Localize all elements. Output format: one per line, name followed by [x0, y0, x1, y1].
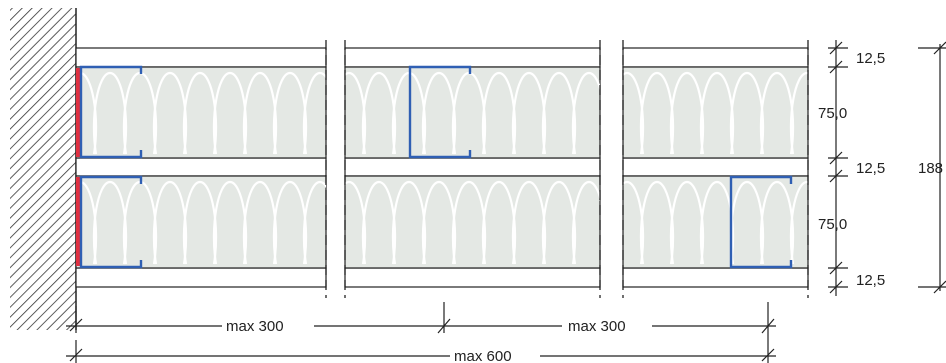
gypsum-board — [622, 47, 809, 68]
gypsum-board — [622, 267, 809, 288]
insulation-loop — [302, 71, 326, 155]
insulation-pattern — [76, 71, 808, 265]
wall-layers — [75, 47, 809, 288]
insulation-core — [344, 66, 601, 159]
insulation-loop — [212, 71, 248, 155]
dim-span-right: max 300 — [568, 318, 626, 335]
dim-board-middle: 12,5 — [856, 160, 885, 177]
insulation-loop — [699, 71, 735, 155]
insulation-loop — [182, 71, 218, 155]
insulation-loop — [669, 180, 705, 265]
insulation-waves — [345, 71, 600, 155]
insulation-loop — [481, 71, 517, 155]
insulation-loop — [541, 71, 577, 155]
insulation-loop — [759, 180, 795, 265]
stud-profile-middle-top — [408, 65, 472, 159]
insulation-loop — [511, 180, 547, 265]
insulation-core — [344, 175, 601, 269]
insulation-loop — [242, 71, 278, 155]
insulation-loop — [92, 71, 128, 155]
dim-stud-bottom: 75,0 — [818, 216, 847, 233]
stud-profile-wall-bottom — [79, 175, 143, 269]
wall-seal-strip — [76, 68, 81, 266]
insulation-loop — [242, 180, 278, 265]
insulation-waves — [76, 180, 326, 265]
insulation-waves — [345, 180, 600, 265]
stud-profile-wall-top — [79, 65, 143, 159]
gypsum-board — [75, 47, 327, 68]
dim-board-bottom: 12,5 — [856, 272, 885, 289]
dim-board-top: 12,5 — [856, 50, 885, 67]
insulation-waves — [623, 71, 808, 155]
gypsum-board — [344, 157, 601, 177]
insulation-loop — [511, 71, 547, 155]
insulation-loop — [272, 180, 308, 265]
insulation-loop — [759, 71, 795, 155]
horizontal-dimension-chain — [66, 302, 776, 363]
insulation-loop — [639, 71, 675, 155]
insulation-loop — [451, 180, 487, 265]
insulation-loop — [361, 180, 397, 265]
insulation-loop — [421, 71, 457, 155]
break-lines — [325, 40, 809, 298]
dim-span-left: max 300 — [226, 318, 284, 335]
insulation-loop — [345, 71, 367, 155]
insulation-core — [75, 66, 327, 159]
gypsum-board — [344, 47, 601, 68]
insulation-loop — [789, 180, 808, 265]
insulation-loop — [92, 180, 128, 265]
insulation-loop — [345, 180, 367, 265]
insulation-loop — [182, 180, 218, 265]
insulation-loop — [623, 71, 645, 155]
gypsum-board — [75, 157, 327, 177]
insulation-core — [622, 175, 809, 269]
stud-profiles — [79, 65, 793, 269]
insulation-loop — [391, 180, 427, 265]
insulation-loop — [152, 71, 188, 155]
insulation-loop — [789, 71, 808, 155]
insulation-loop — [421, 180, 457, 265]
insulation-loop — [272, 71, 308, 155]
insulation-core — [622, 66, 809, 159]
insulation-loop — [699, 180, 735, 265]
insulation-loop — [729, 71, 765, 155]
gypsum-board — [75, 267, 327, 288]
insulation-loop — [152, 180, 188, 265]
insulation-core — [75, 175, 327, 269]
stud-profile-right-bottom — [729, 175, 793, 269]
gypsum-board — [344, 267, 601, 288]
insulation-loop — [669, 71, 705, 155]
concrete-wall — [10, 8, 77, 330]
gypsum-board — [622, 157, 809, 177]
insulation-loop — [302, 180, 326, 265]
insulation-loop — [571, 180, 600, 265]
insulation-loop — [623, 180, 645, 265]
insulation-loop — [361, 71, 397, 155]
insulation-loop — [481, 180, 517, 265]
dim-stud-top: 75,0 — [818, 105, 847, 122]
dim-span-total: max 600 — [454, 348, 512, 363]
insulation-loop — [639, 180, 675, 265]
dim-total-thickness: 188 — [918, 160, 943, 177]
vertical-dimension-chain — [828, 40, 946, 296]
insulation-loop — [212, 180, 248, 265]
insulation-loop — [571, 71, 600, 155]
insulation-loop — [541, 180, 577, 265]
